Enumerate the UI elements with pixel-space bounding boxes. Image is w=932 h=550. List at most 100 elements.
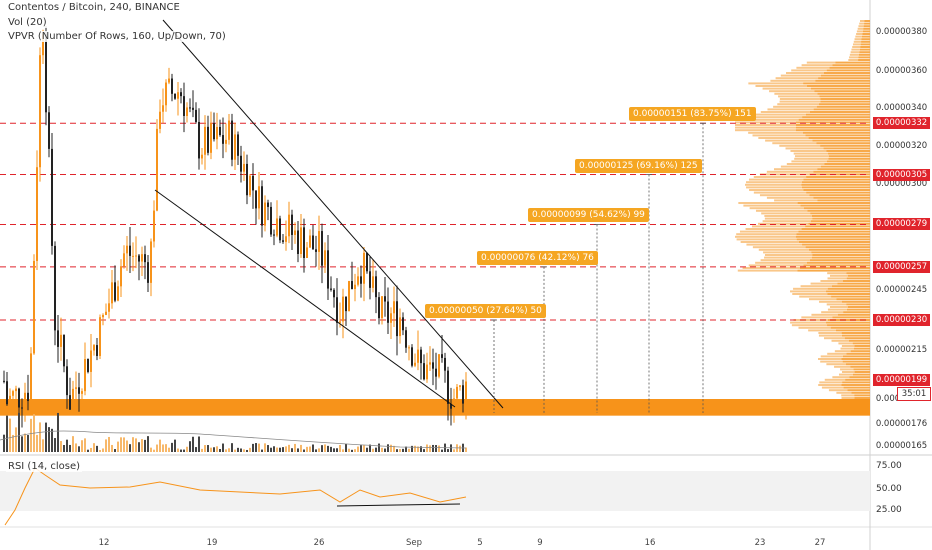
vpvr-bar-up [796,66,830,69]
vpvr-bar-up [819,381,843,384]
vpvr-bar-down [795,121,870,124]
vpvr-bar-down [799,267,870,269]
vpvr-bar-up [841,345,855,347]
candle-body [129,245,131,256]
vpvr-bar-down [863,27,870,30]
volume-bar [441,449,443,452]
candle-body [441,354,443,358]
price-level-label: 0.00000332 [873,117,930,130]
candle-body [42,34,44,56]
candle-countdown: 35:01 [897,387,931,401]
vpvr-bar-down [836,298,870,301]
candle-body [330,288,332,290]
vpvr-bar-up [790,321,827,324]
vpvr-bar-down [815,79,870,82]
candle-body [240,155,242,172]
volume-bar [84,438,86,452]
vpvr-bar-up [829,274,848,277]
vpvr-bar-up [851,48,860,51]
vpvr-bar-up [834,365,851,368]
volume-bar [162,444,164,452]
candle-body [72,388,74,410]
vpvr-bar-down [819,103,870,106]
candle-body [459,385,461,387]
vpvr-bar-up [806,61,836,64]
candle-body [219,126,221,136]
candle-body [432,362,434,369]
vpvr-bar-up [753,176,807,178]
time-tick-label: 9 [537,538,543,548]
vpvr-bar-down [858,53,870,56]
target-label: 0.00000076 (42.12%) 76 [477,250,598,265]
volume-bar [273,446,275,452]
vpvr-bar-down [832,316,870,319]
volume-bar [9,418,11,452]
price-level-label: 0.00000305 [873,168,930,181]
candle-body [258,186,260,209]
vpvr-bar-down [812,139,870,142]
vpvr-bar-up [778,95,820,98]
vpvr-bar-up [849,56,859,59]
vpvr-bar-down [824,163,870,165]
vpvr-bar-down [809,194,870,197]
volume-bar [363,445,365,452]
vpvr-bar-down [807,85,870,87]
vpvr-bar-up [800,285,832,288]
vpvr-bar-down [802,131,870,134]
volume-bar [282,447,284,452]
vpvr-bar-up [820,355,843,358]
vpvr-bar-up [786,72,824,74]
vpvr-bar-down [803,189,870,191]
candle-body [108,303,110,312]
volume-bar [186,446,188,452]
vpvr-bar-down [846,277,870,280]
vpvr-bar-down [852,373,870,376]
volume-bar [12,434,14,452]
candle-body [144,254,146,263]
candle-body [225,139,227,144]
vpvr-bar-down [858,59,870,61]
volume-bar [192,436,194,452]
vpvr-bar-down [826,290,870,293]
volume-bar [432,444,434,452]
candle-body [99,317,101,356]
volume-bar [36,434,38,452]
candle-body [297,230,299,254]
vpvr-bar-down [827,324,870,327]
vpvr-bar-down [837,313,870,316]
volume-bar [297,448,299,452]
volume-bar [213,447,215,452]
vpvr-bar-up [785,147,824,150]
vpvr-bar-down [827,293,870,295]
candle-body [408,347,410,349]
vpvr-bar-down [847,274,870,277]
vpvr-bar-up [764,217,813,220]
candle-body [372,276,374,288]
vpvr-bar-down [826,160,870,163]
vpvr-bar-down [841,300,870,303]
lower-trendline [154,189,456,408]
candle-body [234,134,236,160]
vpvr-bar-down [798,241,870,243]
volume-ma-line [0,430,467,449]
vpvr-bar-down [846,352,870,355]
volume-bar [330,446,332,452]
vpvr-bar-down [797,269,870,272]
candle-body [138,255,140,262]
volume-bar [447,449,449,452]
rsi-trendline [336,503,461,507]
vpvr-bar-down [846,272,870,275]
candle-body [438,354,440,377]
volume-bar [96,445,98,452]
candle-body [342,296,344,322]
vpvr-bar-up [764,254,813,256]
candle-body [54,245,56,331]
vpvr-bar-up [774,199,818,202]
vpvr-bar-down [798,118,870,121]
volume-bar [201,448,203,452]
volume-bar [45,422,47,452]
volume-bar [87,449,89,452]
vpvr-bar-down [859,48,870,51]
candle-body [435,368,437,377]
volume-bar [450,444,452,452]
